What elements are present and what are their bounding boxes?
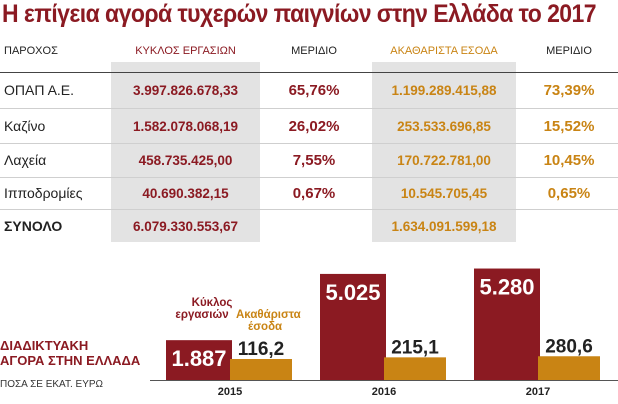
chart-units-note: ΠΟΣΑ ΣΕ ΕΚΑΤ. ΕΥΡΩ xyxy=(0,379,104,390)
bar-turnover xyxy=(320,273,386,380)
row-divider xyxy=(0,143,618,144)
row-divider xyxy=(0,108,618,109)
share-turnover-cell: 26,02% xyxy=(288,118,340,135)
x-tick-label: 2015 xyxy=(218,386,242,398)
provider-cell: Ιπποδρομίες xyxy=(4,185,83,201)
bar-ggr xyxy=(384,357,446,380)
turnover-cell: 3.997.826.678,33 xyxy=(132,83,239,98)
bar-turnover xyxy=(474,268,540,380)
data-label: 1.887 xyxy=(171,346,226,371)
share-ggr-cell: 73,39% xyxy=(543,82,595,99)
header-share-ggr: ΜΕΡΙΔΙΟ xyxy=(546,45,592,57)
row-divider xyxy=(0,209,618,210)
legend-turnover: Κύκλος εργασιών xyxy=(175,297,232,321)
data-label: 215,1 xyxy=(391,337,439,358)
legend-ggr: Ακαθάριστα έσοδα xyxy=(236,309,301,333)
x-tick-label: 2016 xyxy=(372,386,396,398)
total-ggr: 1.634.091.599,18 xyxy=(391,219,497,234)
header-turnover: ΚΥΚΛΟΣ ΕΡΓΑΣΙΩΝ xyxy=(135,45,236,57)
turnover-column-shade xyxy=(111,62,260,242)
ggr-column-shade xyxy=(372,62,516,242)
chart-caption-line1: ΔΙΑΔΙΚΤΥΑΚΗ xyxy=(0,338,89,353)
ggr-cell: 1.199.289.415,88 xyxy=(391,83,497,98)
data-label: 116,2 xyxy=(238,339,285,360)
header-provider: ΠΑΡΟΧΟΣ xyxy=(4,45,58,57)
turnover-cell: 458.735.425,00 xyxy=(138,153,233,168)
chart-caption-line2: ΑΓΟΡΑ ΣΤΗΝ ΕΛΛΑΔΑ xyxy=(0,353,141,368)
data-label: 280,6 xyxy=(545,336,593,357)
header-ggr: ΑΚΑΘΑΡΙΣΤΑ ΕΣΟΔΑ xyxy=(390,45,498,57)
share-turnover-cell: 65,76% xyxy=(288,82,340,99)
bar-turnover xyxy=(166,340,232,380)
share-ggr-cell: 0,65% xyxy=(547,185,591,202)
data-label: 5.025 xyxy=(325,280,380,305)
share-ggr-cell: 10,45% xyxy=(543,152,595,169)
online-market-bar-chart: 1.887 116,2 2015 5.025 215,1 2016 5.280 280,6 20… xyxy=(150,268,618,398)
chart-caption: ΔΙΑΔΙΚΤΥΑΚΗ ΑΓΟΡΑ ΣΤΗΝ ΕΛΛΑΔΑ xyxy=(0,338,140,368)
row-divider xyxy=(0,72,618,73)
share-turnover-cell: 7,55% xyxy=(292,152,336,169)
x-tick-label: 2017 xyxy=(526,386,550,398)
ggr-cell: 170.722.781,00 xyxy=(397,153,491,168)
header-share-turnover: ΜΕΡΙΔΙΟ xyxy=(291,45,337,57)
provider-cell: Καζίνο xyxy=(4,118,46,134)
total-turnover: 6.079.330.553,67 xyxy=(132,219,239,234)
turnover-cell: 40.690.382,15 xyxy=(142,186,229,201)
bar-ggr xyxy=(230,358,292,380)
share-turnover-cell: 0,67% xyxy=(292,185,336,202)
ggr-cell: 10.545.705,45 xyxy=(400,186,488,201)
total-label: ΣΥΝΟΛΟ xyxy=(4,218,63,234)
row-divider xyxy=(0,177,618,178)
share-ggr-cell: 15,52% xyxy=(543,118,595,135)
ggr-cell: 253.533.696,85 xyxy=(397,119,491,134)
provider-cell: Λαχεία xyxy=(4,152,47,168)
page-title: Η επίγεια αγορά τυχερών παιγνίων στην Ελ… xyxy=(2,0,597,28)
provider-cell: ΟΠΑΠ Α.Ε. xyxy=(4,82,75,98)
bar-ggr xyxy=(538,356,600,380)
turnover-cell: 1.582.078.068,19 xyxy=(132,119,239,134)
data-label: 5.280 xyxy=(479,275,534,300)
